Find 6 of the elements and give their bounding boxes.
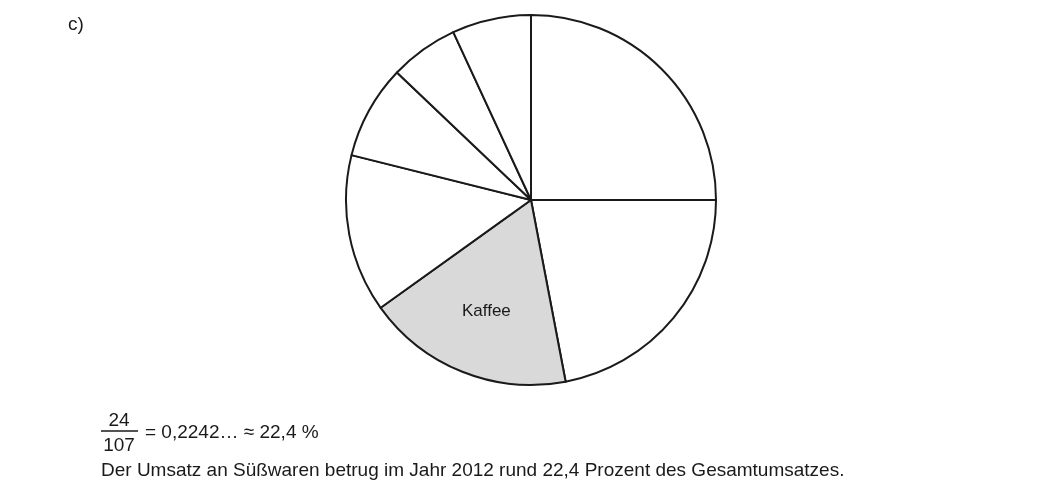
slice-label: Kaffee <box>461 301 511 321</box>
text: 24 <box>108 409 130 430</box>
text: = 0,2242… ≈ 22,4 % <box>145 421 319 442</box>
text: c) <box>68 13 84 34</box>
text: 107 <box>103 434 135 455</box>
text: Der Umsatz an Süßwaren betrug im Jahr 2012 rund 22,4 Prozent des Gesamtumsatzes. <box>101 459 845 480</box>
